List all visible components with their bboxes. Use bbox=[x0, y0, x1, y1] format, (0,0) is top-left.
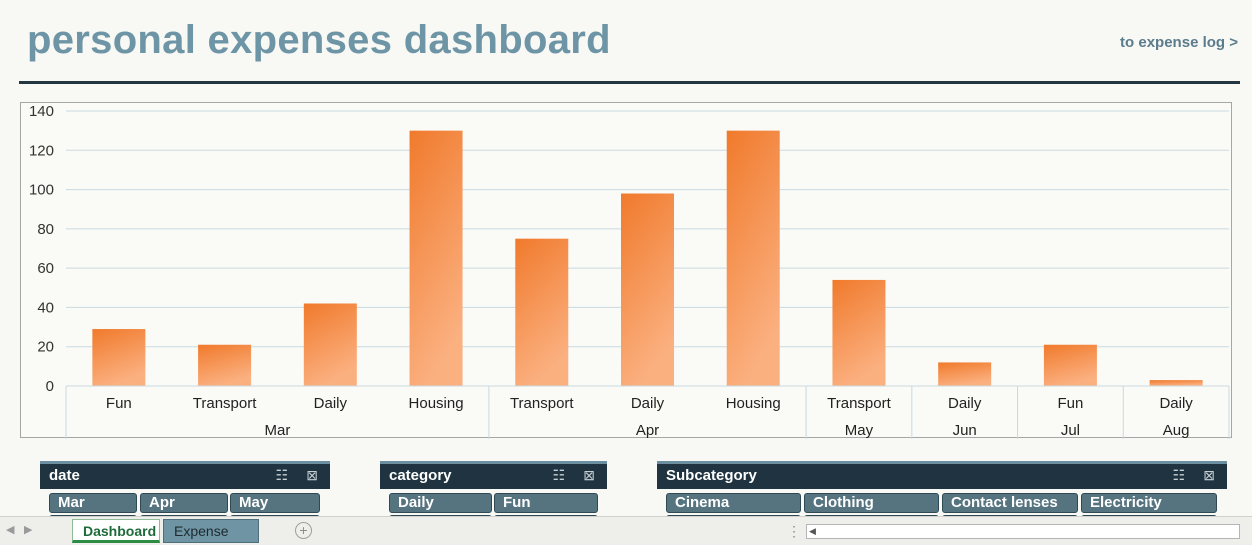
x-category-label: Fun bbox=[106, 395, 132, 412]
page-title: personal expenses dashboard bbox=[27, 18, 611, 62]
split-handle-icon[interactable]: ⋮ bbox=[787, 523, 801, 539]
x-category-label: Housing bbox=[409, 395, 464, 412]
x-group-label: Mar bbox=[265, 422, 291, 439]
bar bbox=[938, 362, 992, 386]
y-tick-label: 120 bbox=[29, 142, 54, 159]
subcategory-chip-cinema[interactable]: Cinema bbox=[666, 493, 801, 513]
tab-dashboard[interactable]: Dashboard bbox=[72, 519, 160, 543]
x-category-label: Daily bbox=[948, 395, 982, 412]
bar bbox=[198, 344, 252, 386]
date-chip-apr[interactable]: Apr bbox=[140, 493, 228, 513]
scroll-left-icon[interactable]: ◀ bbox=[809, 526, 816, 536]
category-slicer-title: category bbox=[389, 467, 452, 484]
date-slicer-header: date ☷ ⊠ bbox=[40, 461, 330, 489]
bar bbox=[832, 279, 886, 386]
x-category-label: Housing bbox=[726, 395, 781, 412]
x-group-label: Jul bbox=[1061, 422, 1080, 439]
bar bbox=[409, 130, 463, 386]
subcategory-slicer[interactable]: Subcategory ☷ ⊠ Cinema Clothing Contact … bbox=[657, 461, 1227, 529]
date-chip-may[interactable]: May bbox=[230, 493, 320, 513]
bar bbox=[621, 193, 674, 386]
title-divider bbox=[19, 81, 1240, 84]
expense-log-link[interactable]: to expense log > bbox=[1120, 34, 1238, 51]
scroll-tabs-left-icon[interactable]: ◀ bbox=[6, 524, 15, 536]
category-chip-fun[interactable]: Fun bbox=[494, 493, 598, 513]
subcategory-slicer-header: Subcategory ☷ ⊠ bbox=[657, 461, 1227, 489]
category-slicer-header: category ☷ ⊠ bbox=[380, 461, 607, 489]
x-group-label: May bbox=[845, 422, 874, 439]
clear-filter-icon[interactable]: ⊠ bbox=[583, 467, 595, 483]
bar bbox=[303, 303, 357, 386]
subcategory-chip-electricity[interactable]: Electricity bbox=[1081, 493, 1217, 513]
date-chip-mar[interactable]: Mar bbox=[49, 493, 137, 513]
expenses-chart[interactable]: 0 20 40 60 80 100 120 140 Fun Transport Daily Housi… bbox=[20, 102, 1232, 439]
bar bbox=[726, 130, 780, 386]
category-chip-daily[interactable]: Daily bbox=[389, 493, 492, 513]
y-tick-label: 20 bbox=[37, 339, 54, 356]
x-category-label: Daily bbox=[631, 395, 665, 412]
x-group-label: Aug bbox=[1163, 422, 1190, 439]
bar bbox=[1043, 344, 1097, 386]
clear-filter-icon[interactable]: ⊠ bbox=[1203, 467, 1215, 483]
x-group-label: Apr bbox=[636, 422, 659, 439]
bar bbox=[92, 329, 146, 386]
y-tick-label: 140 bbox=[29, 103, 54, 120]
sheet-tab-bar: ◀ ▶ Dashboard Expense Log + ⋮ ◀ bbox=[0, 516, 1252, 545]
clear-filter-icon[interactable]: ⊠ bbox=[306, 467, 318, 483]
x-category-label: Daily bbox=[1159, 395, 1193, 412]
subcategory-slicer-title: Subcategory bbox=[666, 467, 757, 484]
bar-chart-svg: 0 20 40 60 80 100 120 140 Fun Transport Daily Housi… bbox=[29, 103, 1230, 439]
subcategory-chip-contact-lenses[interactable]: Contact lenses bbox=[942, 493, 1078, 513]
subcategory-chip-clothing[interactable]: Clothing bbox=[804, 493, 939, 513]
x-category-label: Daily bbox=[314, 395, 348, 412]
date-slicer[interactable]: date ☷ ⊠ Mar Apr May bbox=[40, 461, 330, 529]
y-tick-label: 80 bbox=[37, 221, 54, 238]
y-tick-label: 60 bbox=[37, 260, 54, 277]
x-category-label: Transport bbox=[510, 395, 574, 412]
x-category-label: Fun bbox=[1057, 395, 1083, 412]
multi-select-icon[interactable]: ☷ bbox=[1172, 467, 1185, 483]
scroll-tabs-right-icon[interactable]: ▶ bbox=[24, 524, 33, 536]
y-tick-label: 100 bbox=[29, 182, 54, 199]
date-slicer-title: date bbox=[49, 467, 80, 484]
y-tick-label: 0 bbox=[46, 378, 54, 395]
multi-select-icon[interactable]: ☷ bbox=[552, 467, 565, 483]
x-category-label: Transport bbox=[193, 395, 257, 412]
horizontal-scrollbar[interactable]: ◀ bbox=[806, 524, 1240, 539]
x-category-label: Transport bbox=[827, 395, 891, 412]
x-group-label: Jun bbox=[953, 422, 977, 439]
multi-select-icon[interactable]: ☷ bbox=[275, 467, 288, 483]
y-tick-label: 40 bbox=[37, 299, 54, 316]
bar bbox=[515, 238, 569, 386]
tab-expense-log[interactable]: Expense Log bbox=[163, 519, 259, 543]
add-sheet-icon[interactable]: + bbox=[295, 522, 312, 539]
bar bbox=[1149, 380, 1203, 386]
